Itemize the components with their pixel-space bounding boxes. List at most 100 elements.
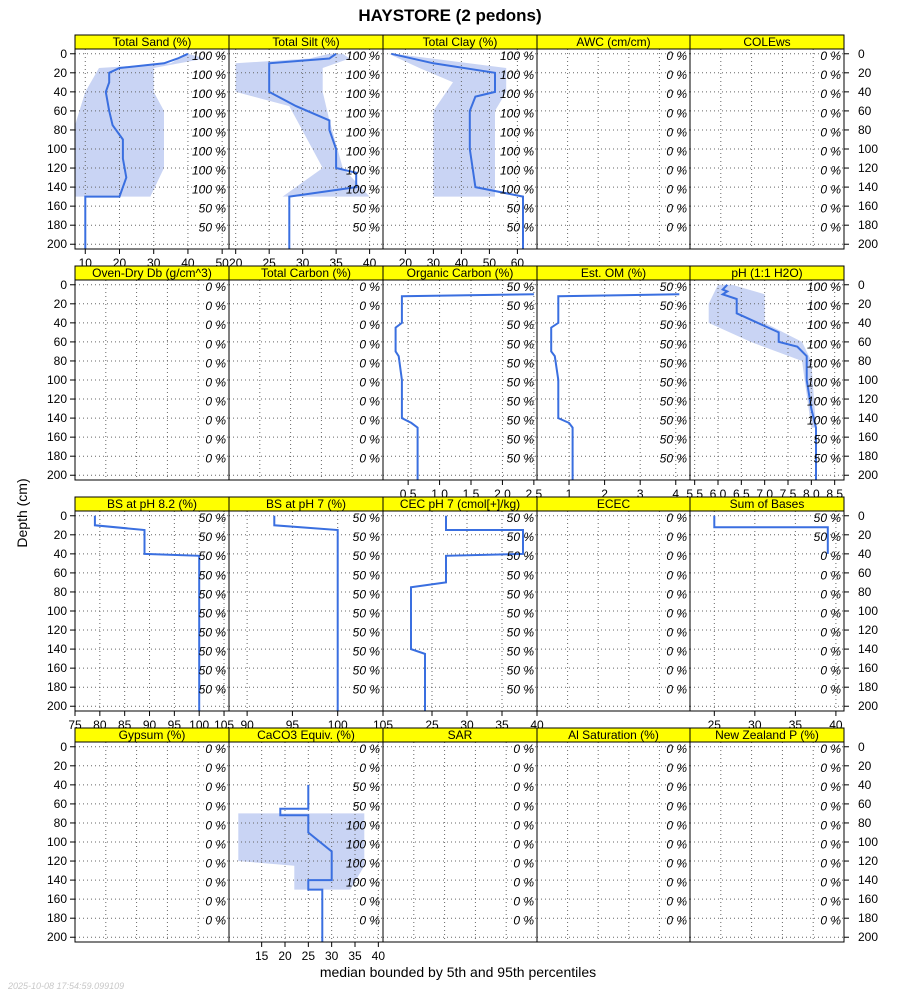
data-count-label: 0 % — [359, 337, 380, 351]
panel-1-3: Total Clay (%)100 %100 %100 %100 %100 %1… — [382, 34, 538, 270]
depth-tick-label-left: 200 — [47, 468, 67, 482]
median-line — [394, 293, 534, 480]
depth-tick-label-right: 140 — [858, 411, 878, 425]
data-count-label: 50 % — [660, 280, 688, 294]
data-count-label: 0 % — [666, 683, 687, 697]
data-count-label: 100 % — [192, 182, 226, 196]
data-count-label: 50 % — [353, 625, 381, 639]
data-count-label: 100 % — [500, 182, 534, 196]
data-count-label: 0 % — [666, 87, 687, 101]
median-line — [550, 293, 680, 480]
data-count-label: 0 % — [205, 452, 226, 466]
data-count-label: 0 % — [820, 106, 841, 120]
data-count-label: 0 % — [513, 875, 534, 889]
panel-4-5: New Zealand P (%)0 %0 %0 %0 %0 %0 %0 %0 … — [689, 727, 845, 943]
data-count-label: 50 % — [507, 375, 535, 389]
data-count-label: 0 % — [666, 780, 687, 794]
data-count-label: 0 % — [666, 856, 687, 870]
data-count-label: 50 % — [353, 606, 381, 620]
depth-tick-label-left: 40 — [54, 547, 68, 561]
data-count-label: 0 % — [513, 837, 534, 851]
panel-1-2: Total Silt (%) 100 % 100 % 100 % 100 % 100 % 1… — [228, 34, 384, 270]
depth-tick-label-left: 160 — [47, 430, 67, 444]
x-tick-label: 20 — [278, 949, 292, 963]
data-count-label: 0 % — [359, 356, 380, 370]
data-count-label: 50 % — [507, 221, 535, 235]
data-count-label: 0 % — [666, 644, 687, 658]
x-tick-label: 35 — [348, 949, 362, 963]
panel-frame — [689, 279, 845, 481]
panel-grid-lines — [537, 511, 690, 711]
median-line — [713, 515, 829, 554]
panel-row-4: 0 0 20 20 40 40 60 60 80 80 100 100 120 120 140 140 160 1… — [47, 727, 878, 963]
depth-tick-label-right: 20 — [858, 66, 872, 80]
depth-tick-label-left: 120 — [47, 623, 67, 637]
panel-title: Al Saturation (%) — [568, 728, 659, 742]
data-count-label: 0 % — [820, 818, 841, 832]
data-count-label: 100 % — [807, 356, 841, 370]
depth-tick-label-left: 180 — [47, 911, 67, 925]
percentile-band — [75, 53, 205, 197]
data-count-label: 50 % — [353, 202, 381, 216]
data-count-label: 0 % — [820, 182, 841, 196]
data-count-label: 50 % — [199, 221, 227, 235]
panel-2-3: Organic Carbon (%)50 %50 %50 %50 %50 %50… — [382, 265, 543, 501]
panel-title: COLEws — [743, 35, 790, 49]
data-count-label: 100 % — [192, 106, 226, 120]
depth-tick-label-right: 100 — [858, 142, 878, 156]
median-line — [410, 515, 524, 711]
depth-tick-label-right: 160 — [858, 430, 878, 444]
x-axis-label: median bounded by 5th and 95th percentil… — [320, 964, 596, 980]
data-count-label: 100 % — [346, 875, 380, 889]
data-count-label: 0 % — [820, 683, 841, 697]
data-count-label: 50 % — [199, 587, 227, 601]
data-count-label: 0 % — [820, 837, 841, 851]
data-count-label: 0 % — [359, 433, 380, 447]
data-count-label: 100 % — [807, 394, 841, 408]
data-count-label: 0 % — [205, 895, 226, 909]
median-line — [84, 52, 189, 249]
panel-3-5: Sum of Bases 50 % 50 % 0 % 0 % 0 % 0 % 0 % 0 % 0 … — [689, 496, 845, 732]
depth-tick-label-right: 200 — [858, 930, 878, 944]
data-count-label: 0 % — [205, 433, 226, 447]
y-axis-label: Depth (cm) — [14, 478, 30, 547]
data-count-label: 0 % — [205, 356, 226, 370]
data-count-label: 0 % — [666, 837, 687, 851]
data-count-label: 0 % — [205, 394, 226, 408]
data-count-label: 50 % — [660, 452, 688, 466]
depth-tick-label-right: 40 — [858, 778, 872, 792]
depth-tick-label-right: 200 — [858, 699, 878, 713]
data-count-label: 50 % — [507, 280, 535, 294]
data-count-label: 50 % — [660, 356, 688, 370]
depth-tick-label-right: 180 — [858, 218, 878, 232]
data-count-label: 100 % — [807, 413, 841, 427]
data-count-label: 0 % — [513, 895, 534, 909]
data-count-label: 0 % — [666, 587, 687, 601]
depth-tick-label-left: 100 — [47, 142, 67, 156]
depth-tick-label-left: 200 — [47, 237, 67, 251]
data-count-label: 0 % — [513, 856, 534, 870]
data-count-label: 0 % — [820, 549, 841, 563]
depth-tick-label-left: 80 — [54, 585, 68, 599]
data-count-label: 0 % — [359, 914, 380, 928]
data-count-label: 0 % — [205, 413, 226, 427]
x-tick-label: 1 — [566, 487, 573, 501]
depth-tick-label-left: 0 — [60, 509, 67, 523]
data-count-label: 50 % — [507, 530, 535, 544]
data-count-label: 0 % — [666, 625, 687, 639]
panel-2-4: Est. OM (%) 50 % 50 % 50 % 50 % 50 % 50 % 50 % 5… — [536, 265, 691, 501]
panel-3-4: ECEC 0 % 0 % 0 % 0 % 0 % 0 % 0 % 0 % 0 % 0 % — [536, 496, 691, 712]
data-count-label: 0 % — [666, 530, 687, 544]
depth-tick-label-right: 120 — [858, 161, 878, 175]
panel-title: AWC (cm/cm) — [576, 35, 650, 49]
panel-title: BS at pH 7 (%) — [266, 497, 346, 511]
data-count-label: 0 % — [359, 318, 380, 332]
depth-tick-label-left: 180 — [47, 680, 67, 694]
data-count-label: 50 % — [660, 337, 688, 351]
panel-grid-lines — [690, 742, 844, 942]
data-count-label: 50 % — [353, 799, 381, 813]
data-count-label: 50 % — [353, 780, 381, 794]
data-count-label: 50 % — [199, 202, 227, 216]
depth-tick-label-left: 40 — [54, 778, 68, 792]
